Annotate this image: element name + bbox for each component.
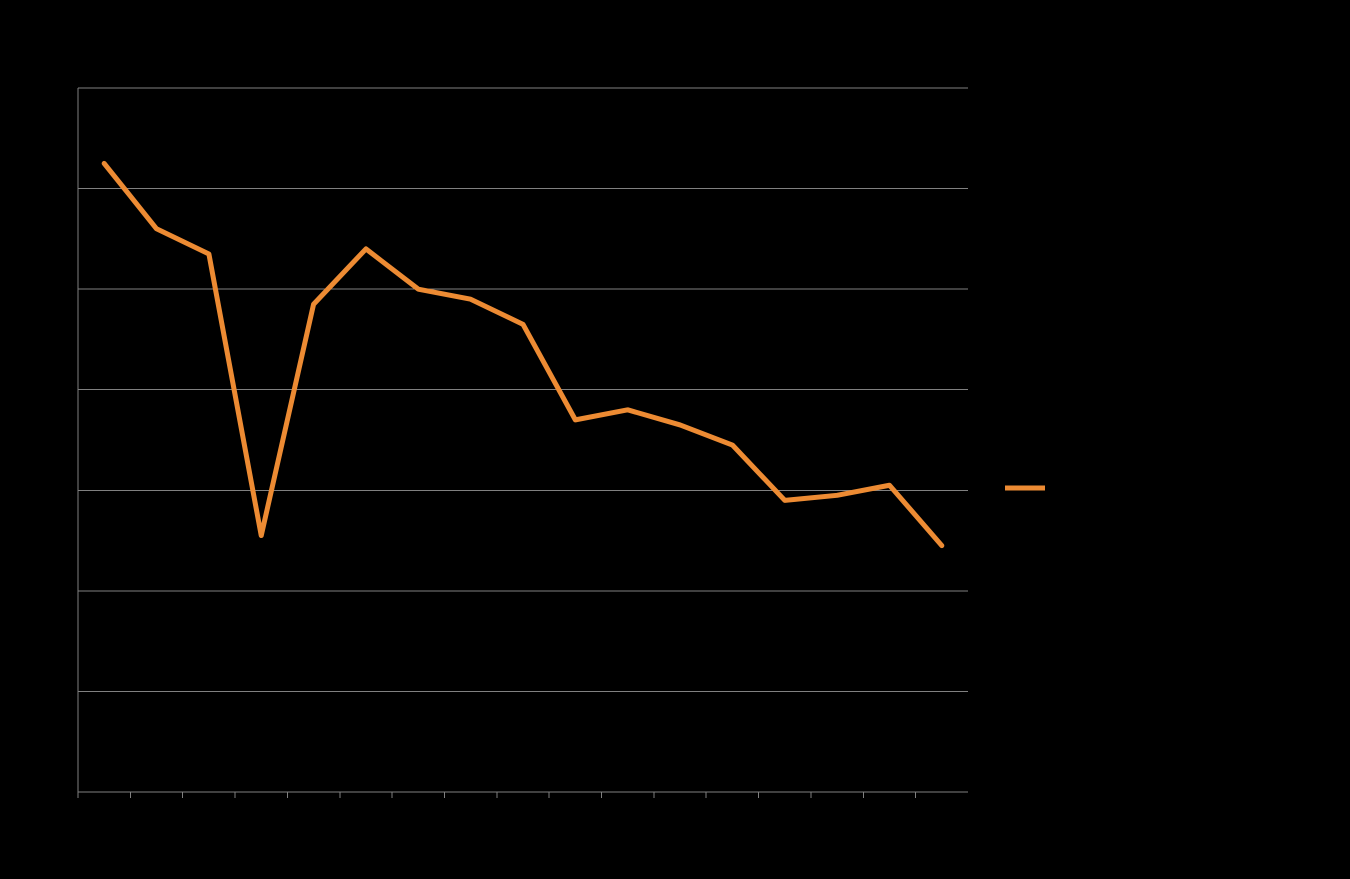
chart-canvas <box>0 0 1350 874</box>
line-chart <box>0 0 1350 874</box>
